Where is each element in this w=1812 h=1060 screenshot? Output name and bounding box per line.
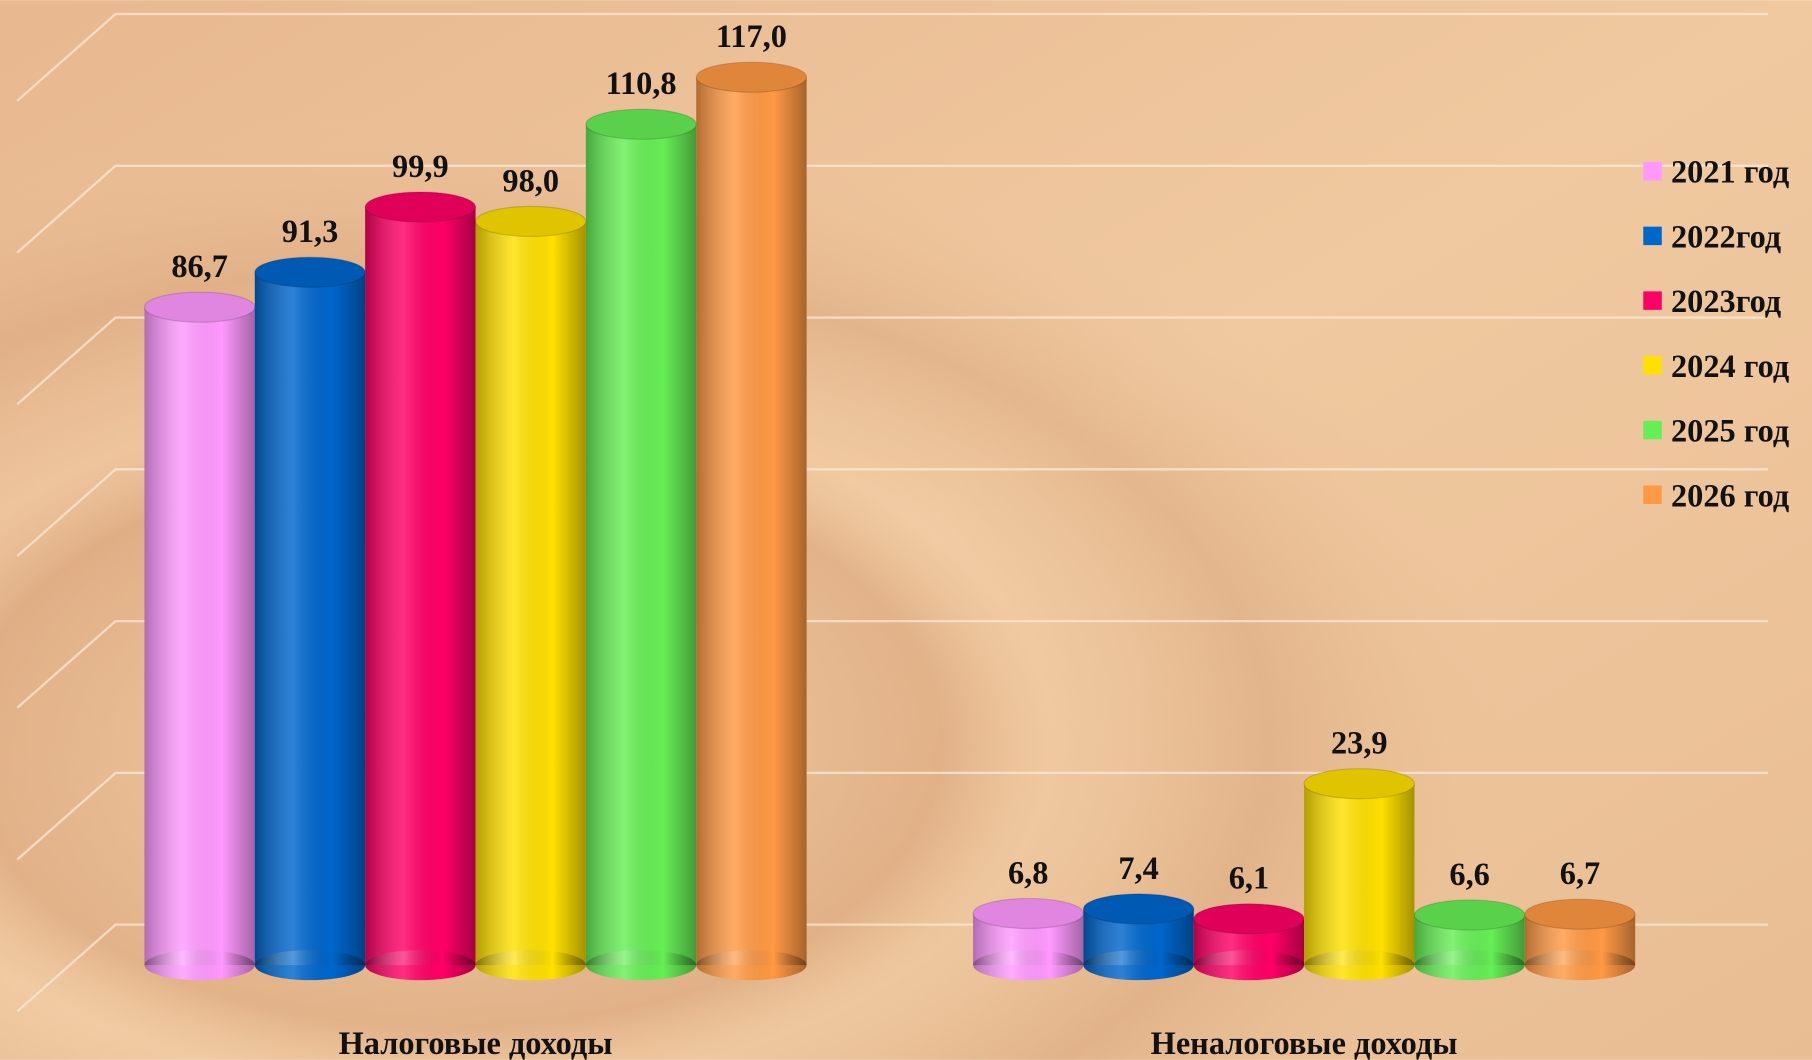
cylinder xyxy=(1413,899,1526,981)
bar-bottom-shade xyxy=(365,950,476,981)
bar-top xyxy=(1303,768,1416,800)
value-label: 6,8 xyxy=(1008,854,1048,890)
cylinder xyxy=(972,897,1084,981)
value-label: 110,8 xyxy=(606,65,677,101)
legend-label: 2023год xyxy=(1671,283,1781,319)
grid-line xyxy=(16,619,1769,709)
value-label: 86,7 xyxy=(171,248,228,284)
bar-bottom-shade xyxy=(254,950,366,981)
bar-shade xyxy=(1304,783,1415,966)
bar-bottom-shade xyxy=(1083,950,1194,981)
cylinder xyxy=(143,291,256,981)
cylinder xyxy=(1082,893,1195,981)
bar-top-shade xyxy=(254,257,366,288)
legend-label: 2026 год xyxy=(1671,477,1789,513)
bar-bottom-shade xyxy=(696,950,807,981)
bar-shade xyxy=(144,307,255,966)
legend-label: 2025 год xyxy=(1671,413,1789,449)
cylinder xyxy=(364,191,477,981)
bar-top-shade xyxy=(1193,903,1305,934)
bar-top-shade xyxy=(475,206,586,237)
grid-line xyxy=(16,468,1769,557)
category-label: Налоговые доходы xyxy=(339,1025,613,1060)
cylinder xyxy=(695,61,808,981)
bar-top xyxy=(695,61,808,93)
grid-line xyxy=(16,164,1769,254)
bar-top-shade xyxy=(144,292,255,323)
bar-top-shade xyxy=(973,898,1084,929)
bar-bottom-shade xyxy=(585,950,697,981)
cylinder xyxy=(1303,768,1416,981)
legend-swatch xyxy=(1643,226,1662,246)
bar-top-shade xyxy=(1524,899,1636,930)
legend-label: 2024 год xyxy=(1671,348,1789,384)
bar-shade xyxy=(475,221,586,966)
value-label: 99,9 xyxy=(392,148,449,184)
grid-line xyxy=(16,771,1769,861)
cylinder xyxy=(254,256,366,981)
bar-top-shade xyxy=(585,109,697,140)
value-label: 6,6 xyxy=(1449,856,1489,892)
cylinder xyxy=(1193,903,1305,981)
legend-swatch xyxy=(1643,420,1662,440)
bar-top xyxy=(364,191,477,223)
bar-shade xyxy=(585,124,697,966)
legend-label: 2021 год xyxy=(1671,154,1789,190)
bar-top-shade xyxy=(365,191,476,223)
bar-bottom-shade xyxy=(1304,950,1415,981)
cylinder xyxy=(474,205,587,981)
legend-swatch xyxy=(1643,291,1662,310)
value-label: 117,0 xyxy=(716,18,787,54)
value-label: 6,1 xyxy=(1229,860,1269,896)
legend-swatch xyxy=(1643,161,1662,181)
bar-top xyxy=(1082,893,1195,925)
bar-top-shade xyxy=(696,62,807,93)
bar-shade xyxy=(254,272,366,966)
cylinder xyxy=(585,108,697,981)
legend-label: 2022год xyxy=(1671,218,1781,254)
bar-shade xyxy=(365,206,476,966)
value-label: 98,0 xyxy=(502,162,559,198)
bar-bottom-shade xyxy=(475,950,586,981)
value-label: 6,7 xyxy=(1560,855,1600,891)
bar-bottom-shade xyxy=(1414,950,1525,981)
value-label: 23,9 xyxy=(1331,725,1388,761)
value-label: 91,3 xyxy=(282,213,339,249)
grid-line xyxy=(16,12,1769,102)
grid-line xyxy=(16,316,1769,406)
bar-bottom-shade xyxy=(1524,950,1636,981)
bar-bottom-shade xyxy=(144,950,255,981)
legend-swatch xyxy=(1643,356,1662,375)
bar-bottom-shade xyxy=(1193,950,1305,981)
bar-bottom-shade xyxy=(973,950,1084,981)
bar-shade xyxy=(696,77,807,966)
legend-swatch xyxy=(1643,485,1662,504)
bar-top-shade xyxy=(1304,768,1415,799)
bar-top-shade xyxy=(1414,899,1525,931)
bar-top-shade xyxy=(1083,893,1194,924)
cylinder xyxy=(1524,898,1636,981)
bar-top xyxy=(1524,898,1636,930)
value-label: 7,4 xyxy=(1118,850,1158,886)
bar-top xyxy=(474,205,587,238)
category-label: Неналоговые доходы xyxy=(1151,1025,1458,1060)
